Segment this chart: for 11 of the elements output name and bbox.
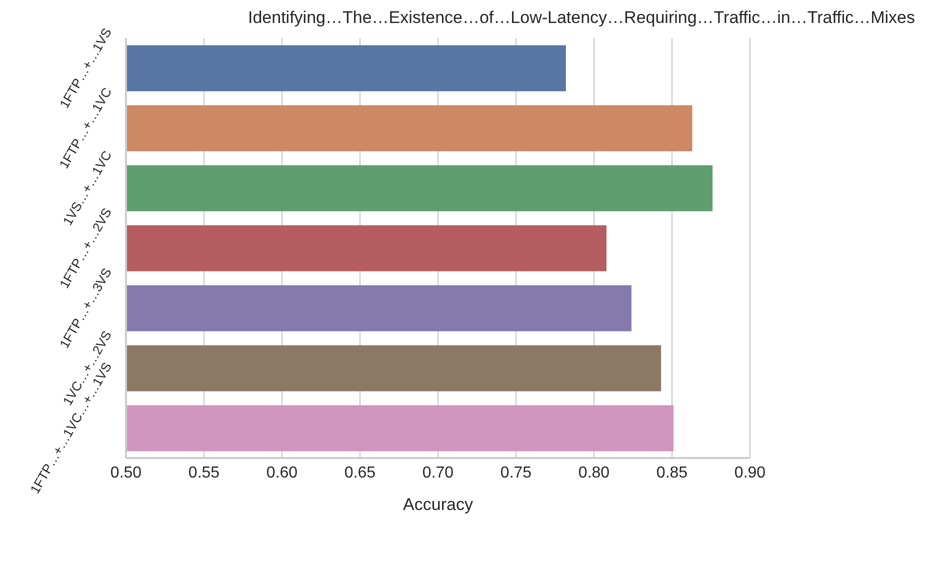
x-tick-label: 0.60 [266, 464, 298, 482]
x-tick-label: 0.85 [656, 464, 688, 482]
x-tick-label: 0.55 [188, 464, 220, 482]
x-tick-label: 0.65 [344, 464, 376, 482]
x-tick-label: 0.50 [110, 464, 142, 482]
x-tick-label: 0.80 [578, 464, 610, 482]
x-tick-label: 0.75 [500, 464, 532, 482]
x-axis-title: Accuracy [403, 495, 474, 514]
x-tick-label: 0.90 [734, 464, 766, 482]
x-tick-label: 0.70 [422, 464, 454, 482]
chart-title: Identifying…The…Existence…of…Low-Latency…Requiring…Traffic…in…Traffic…Mixes [246, 8, 916, 28]
